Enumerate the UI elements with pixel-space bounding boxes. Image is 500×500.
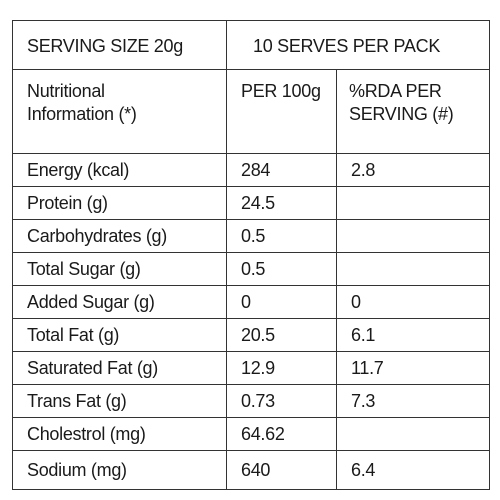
nutrient-value: 640 xyxy=(226,450,337,490)
nutrient-row: Added Sugar (g) 0 0 xyxy=(12,285,490,319)
nutrient-value: 7.3 xyxy=(336,384,490,418)
nutrient-value: 0.73 xyxy=(226,384,337,418)
nutrient-value xyxy=(336,252,490,286)
nutrient-name: Sodium (mg) xyxy=(12,450,227,490)
serves-per-pack: 10 SERVES PER PACK xyxy=(226,20,490,70)
nutrient-name: Saturated Fat (g) xyxy=(12,351,227,385)
nutrient-value: 6.4 xyxy=(336,450,490,490)
nutrient-value xyxy=(336,219,490,253)
column-header-row: Nutritional Information (*) PER 100g %RD… xyxy=(12,69,490,154)
nutrient-row: Total Sugar (g) 0.5 xyxy=(12,252,490,286)
nutrient-name: Added Sugar (g) xyxy=(12,285,227,319)
nutrient-value: 284 xyxy=(226,153,337,187)
nutrient-row: Saturated Fat (g) 12.9 11.7 xyxy=(12,351,490,385)
nutrient-value: 6.1 xyxy=(336,318,490,352)
nutrient-row: Cholestrol (mg) 64.62 xyxy=(12,417,490,451)
nutrient-name: Total Sugar (g) xyxy=(12,252,227,286)
column-header: Nutritional Information (*) xyxy=(12,69,227,154)
nutrient-value: 11.7 xyxy=(336,351,490,385)
nutrient-name: Trans Fat (g) xyxy=(12,384,227,418)
nutrient-value: 2.8 xyxy=(336,153,490,187)
nutrient-name: Cholestrol (mg) xyxy=(12,417,227,451)
nutrient-value xyxy=(336,186,490,220)
nutrient-value: 64.62 xyxy=(226,417,337,451)
nutrient-name: Carbohydrates (g) xyxy=(12,219,227,253)
nutrient-value: 0.5 xyxy=(226,252,337,286)
nutrient-row: Protein (g) 24.5 xyxy=(12,186,490,220)
nutrient-name: Protein (g) xyxy=(12,186,227,220)
nutrition-table: SERVING SIZE 20g 10 SERVES PER PACK Nutr… xyxy=(12,20,490,490)
nutrient-row: Trans Fat (g) 0.73 7.3 xyxy=(12,384,490,418)
column-header: PER 100g xyxy=(226,69,337,154)
nutrient-value xyxy=(336,417,490,451)
nutrient-value: 12.9 xyxy=(226,351,337,385)
nutrient-value: 24.5 xyxy=(226,186,337,220)
nutrient-row: Sodium (mg) 640 6.4 xyxy=(12,450,490,490)
nutrient-row: Energy (kcal) 284 2.8 xyxy=(12,153,490,187)
header-row: SERVING SIZE 20g 10 SERVES PER PACK xyxy=(12,20,490,70)
nutrient-row: Carbohydrates (g) 0.5 xyxy=(12,219,490,253)
nutrient-value: 20.5 xyxy=(226,318,337,352)
serving-size: SERVING SIZE 20g xyxy=(12,20,227,70)
nutrient-value: 0 xyxy=(226,285,337,319)
nutrient-value: 0 xyxy=(336,285,490,319)
nutrient-row: Total Fat (g) 20.5 6.1 xyxy=(12,318,490,352)
nutrient-name: Energy (kcal) xyxy=(12,153,227,187)
nutrient-name: Total Fat (g) xyxy=(12,318,227,352)
column-header: %RDA PER SERVING (#) xyxy=(336,69,490,154)
nutrient-value: 0.5 xyxy=(226,219,337,253)
